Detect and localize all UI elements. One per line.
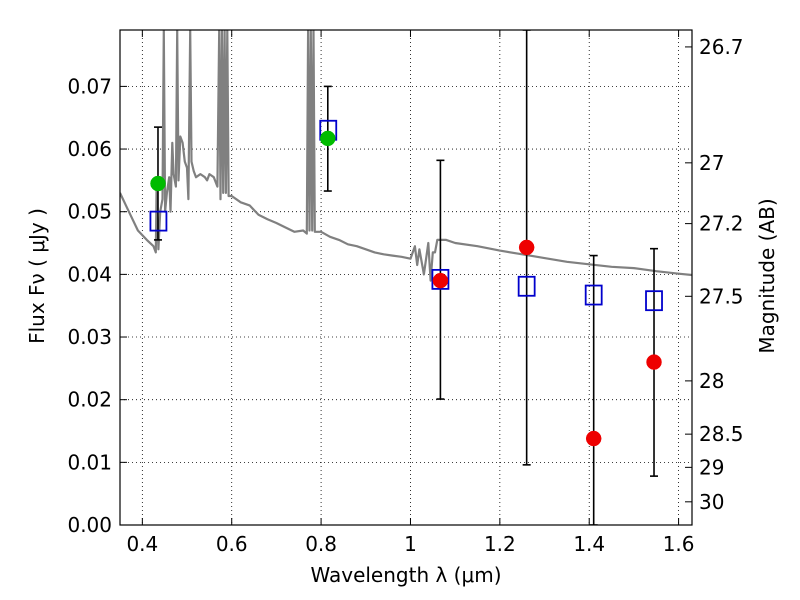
y2-tick-label: 27.2: [699, 212, 744, 236]
y2-tick-label: 28.5: [699, 422, 744, 446]
y2-axis-label: Magnitude (AB): [755, 198, 779, 353]
y2-tick-label: 27: [699, 151, 724, 175]
y-tick-label: 0.05: [67, 200, 112, 224]
x-tick-label: 1.6: [663, 532, 695, 556]
x-tick-label: 1.2: [484, 532, 516, 556]
model-point: [517, 275, 536, 297]
faint-point: [585, 430, 602, 447]
model-point: [584, 284, 603, 306]
ticks: 0.4 0.6 0.8 1 1.2 1.4 1.6 0.00 0.01 0.02 0.03 0.04 0…: [67, 30, 744, 556]
y-tick-label: 0.06: [67, 137, 112, 161]
y2-tick-label: 29: [699, 455, 724, 479]
x-tick-label: 1: [404, 532, 417, 556]
y2-tick-label: 27.5: [699, 284, 744, 308]
faint-point: [518, 239, 535, 256]
y-tick-label: 0.00: [67, 513, 112, 537]
y2-tick-label: 28: [699, 369, 724, 393]
detection-point: [320, 130, 336, 147]
y2-tick-label: 30: [699, 490, 724, 514]
y-tick-label: 0.03: [67, 325, 112, 349]
x-axis-label: Wavelength λ (μm): [310, 563, 501, 587]
y-tick-label: 0.04: [67, 262, 112, 286]
y-tick-label: 0.07: [67, 74, 112, 98]
y-tick-label: 0.02: [67, 388, 112, 412]
x-tick-label: 0.6: [216, 532, 248, 556]
grid: [120, 30, 692, 526]
x-tick-label: 0.8: [305, 532, 337, 556]
model-point: [645, 290, 663, 312]
model-point: [431, 268, 450, 290]
y2-tick-label: 26.7: [699, 35, 744, 59]
model-point: [149, 210, 168, 232]
faint-point: [646, 354, 662, 370]
detection-point: [150, 175, 166, 192]
y-axis-label: Flux Fν ( μJy ): [25, 208, 49, 344]
y-tick-label: 0.01: [67, 450, 112, 474]
x-tick-label: 1.4: [573, 532, 605, 556]
sed-line: [120, 30, 692, 282]
x-tick-label: 0.4: [126, 532, 158, 556]
plot-frame: [119, 29, 693, 526]
plot-area: [120, 30, 692, 525]
faint-point: [432, 272, 449, 289]
